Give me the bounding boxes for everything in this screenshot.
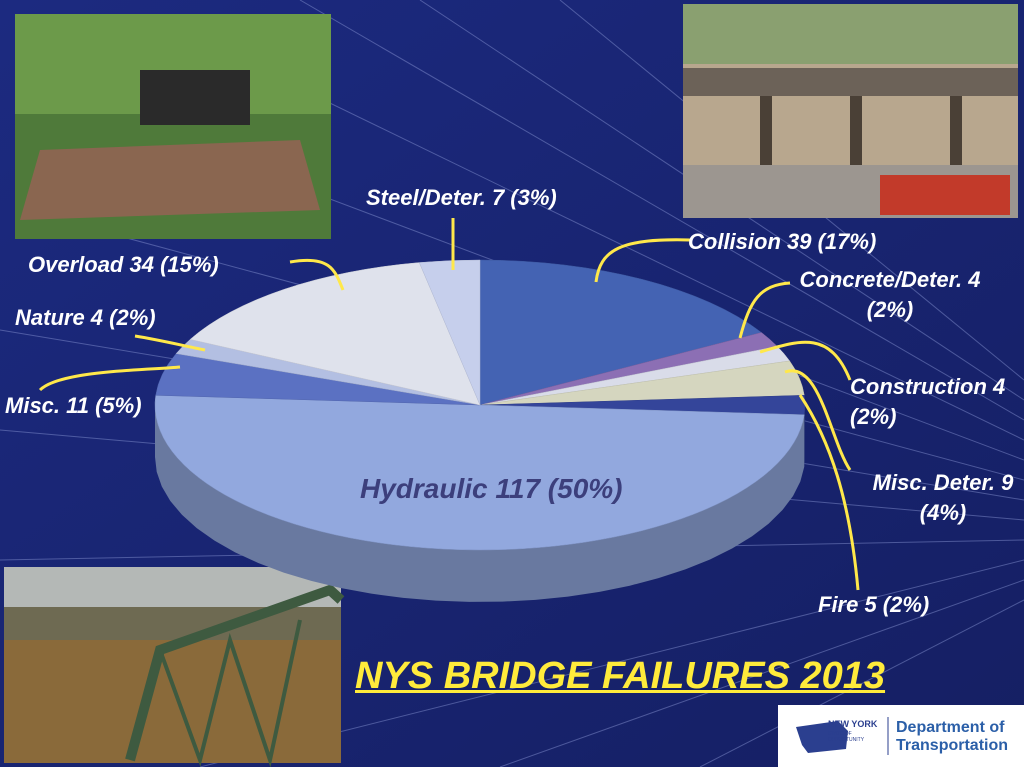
data-label: Fire 5 (2%) bbox=[818, 590, 929, 620]
photo-overpass bbox=[683, 4, 1018, 218]
data-label: Construction 4 (2%) bbox=[850, 372, 1024, 432]
data-label: Steel/Deter. 7 (3%) bbox=[366, 183, 557, 213]
data-label: Misc. Deter. 9 (4%) bbox=[858, 468, 1024, 528]
data-label: Concrete/Deter. 4 (2%) bbox=[780, 265, 1000, 325]
data-label: Misc. 11 (5%) bbox=[5, 391, 142, 421]
logo-agency: Transportation bbox=[896, 737, 1008, 755]
photo-truck bbox=[15, 14, 331, 239]
slide: NYS BRIDGE FAILURES 2013 NEW YORK STATE … bbox=[0, 0, 1024, 767]
data-label: Nature 4 (2%) bbox=[15, 303, 156, 333]
logo-state: NEW YORK bbox=[828, 719, 877, 729]
data-label: Hydraulic 117 (50%) bbox=[360, 474, 623, 504]
chart-title: NYS BRIDGE FAILURES 2013 bbox=[355, 655, 885, 698]
logo: NEW YORK STATE OF OPPORTUNITY Department… bbox=[778, 705, 1024, 767]
logo-tagline: STATE OF OPPORTUNITY bbox=[828, 731, 884, 743]
logo-agency: Department of bbox=[896, 719, 1004, 737]
data-label: Overload 34 (15%) bbox=[28, 250, 219, 280]
photo-truss bbox=[4, 567, 341, 763]
pie bbox=[155, 260, 805, 602]
data-label: Collision 39 (17%) bbox=[688, 227, 876, 257]
